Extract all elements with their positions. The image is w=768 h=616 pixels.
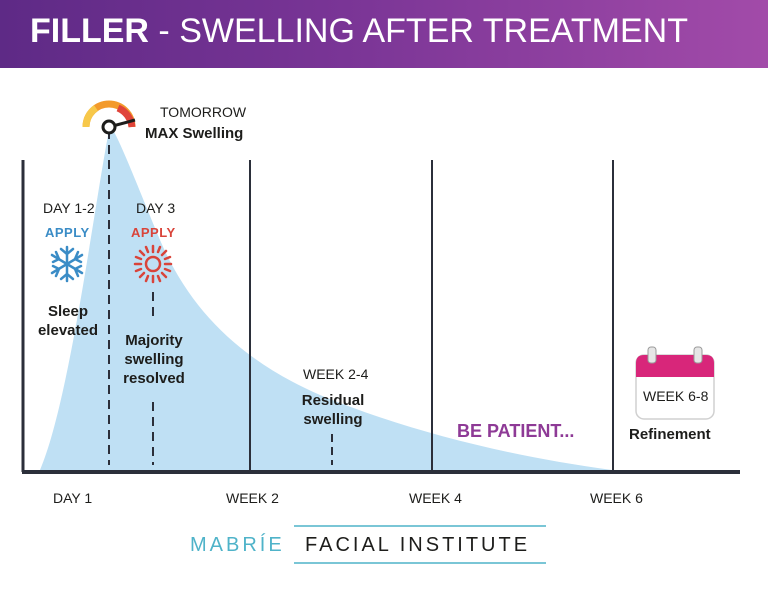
stage-day3-note-line1: Majority <box>125 332 183 349</box>
stage-day12-apply: APPLY <box>45 225 90 240</box>
stage-week68-note: Refinement <box>629 426 711 443</box>
stage-day3-note: Majority swelling resolved <box>110 331 198 388</box>
stage-day3-note-line2: swelling <box>124 351 184 368</box>
stage-day3-apply: APPLY <box>131 225 176 240</box>
axis-tick-week2: WEEK 2 <box>226 490 279 506</box>
stage-day12-label: DAY 1-2 <box>43 200 95 216</box>
gauge-icon <box>82 100 136 135</box>
stage-week24-label: WEEK 2-4 <box>303 366 369 382</box>
title-brand: FILLER <box>30 12 149 50</box>
be-patient-label: BE PATIENT... <box>457 421 575 441</box>
calendar-icon <box>635 346 715 420</box>
logo-mabrie: MABRÍE <box>190 534 285 556</box>
axis-tick-day1: DAY 1 <box>53 490 93 506</box>
peak-label-time: TOMORROW <box>160 104 247 120</box>
stage-week24-note-line2: swelling <box>303 411 363 428</box>
logo-facial-institute: FACIAL INSTITUTE <box>305 534 531 556</box>
page-title: FILLER - SWELLING AFTER TREATMENT <box>30 12 688 51</box>
axis-tick-week6: WEEK 6 <box>590 490 643 506</box>
stage-day3-note-line3: resolved <box>123 370 185 387</box>
peak-label-max: MAX Swelling <box>145 125 244 142</box>
heat-icon <box>133 244 173 284</box>
stage-day12-note-line2: elevated <box>37 322 99 339</box>
stage-day3-label: DAY 3 <box>136 200 176 216</box>
axis-tick-week4: WEEK 4 <box>409 490 462 506</box>
snowflake-icon <box>50 245 84 283</box>
stage-day12-note: Sleep elevated <box>28 302 108 340</box>
stage-week68-label: WEEK 6-8 <box>643 388 709 404</box>
swelling-curve <box>40 125 612 470</box>
stage-week24-note-line1: Residual <box>301 392 365 409</box>
stage-week24-note: Residual swelling <box>292 391 374 429</box>
title-rest: - SWELLING AFTER TREATMENT <box>148 12 689 50</box>
header-banner: FILLER - SWELLING AFTER TREATMENT <box>0 0 768 68</box>
stage-day12-note-line1: Sleep <box>47 303 89 320</box>
